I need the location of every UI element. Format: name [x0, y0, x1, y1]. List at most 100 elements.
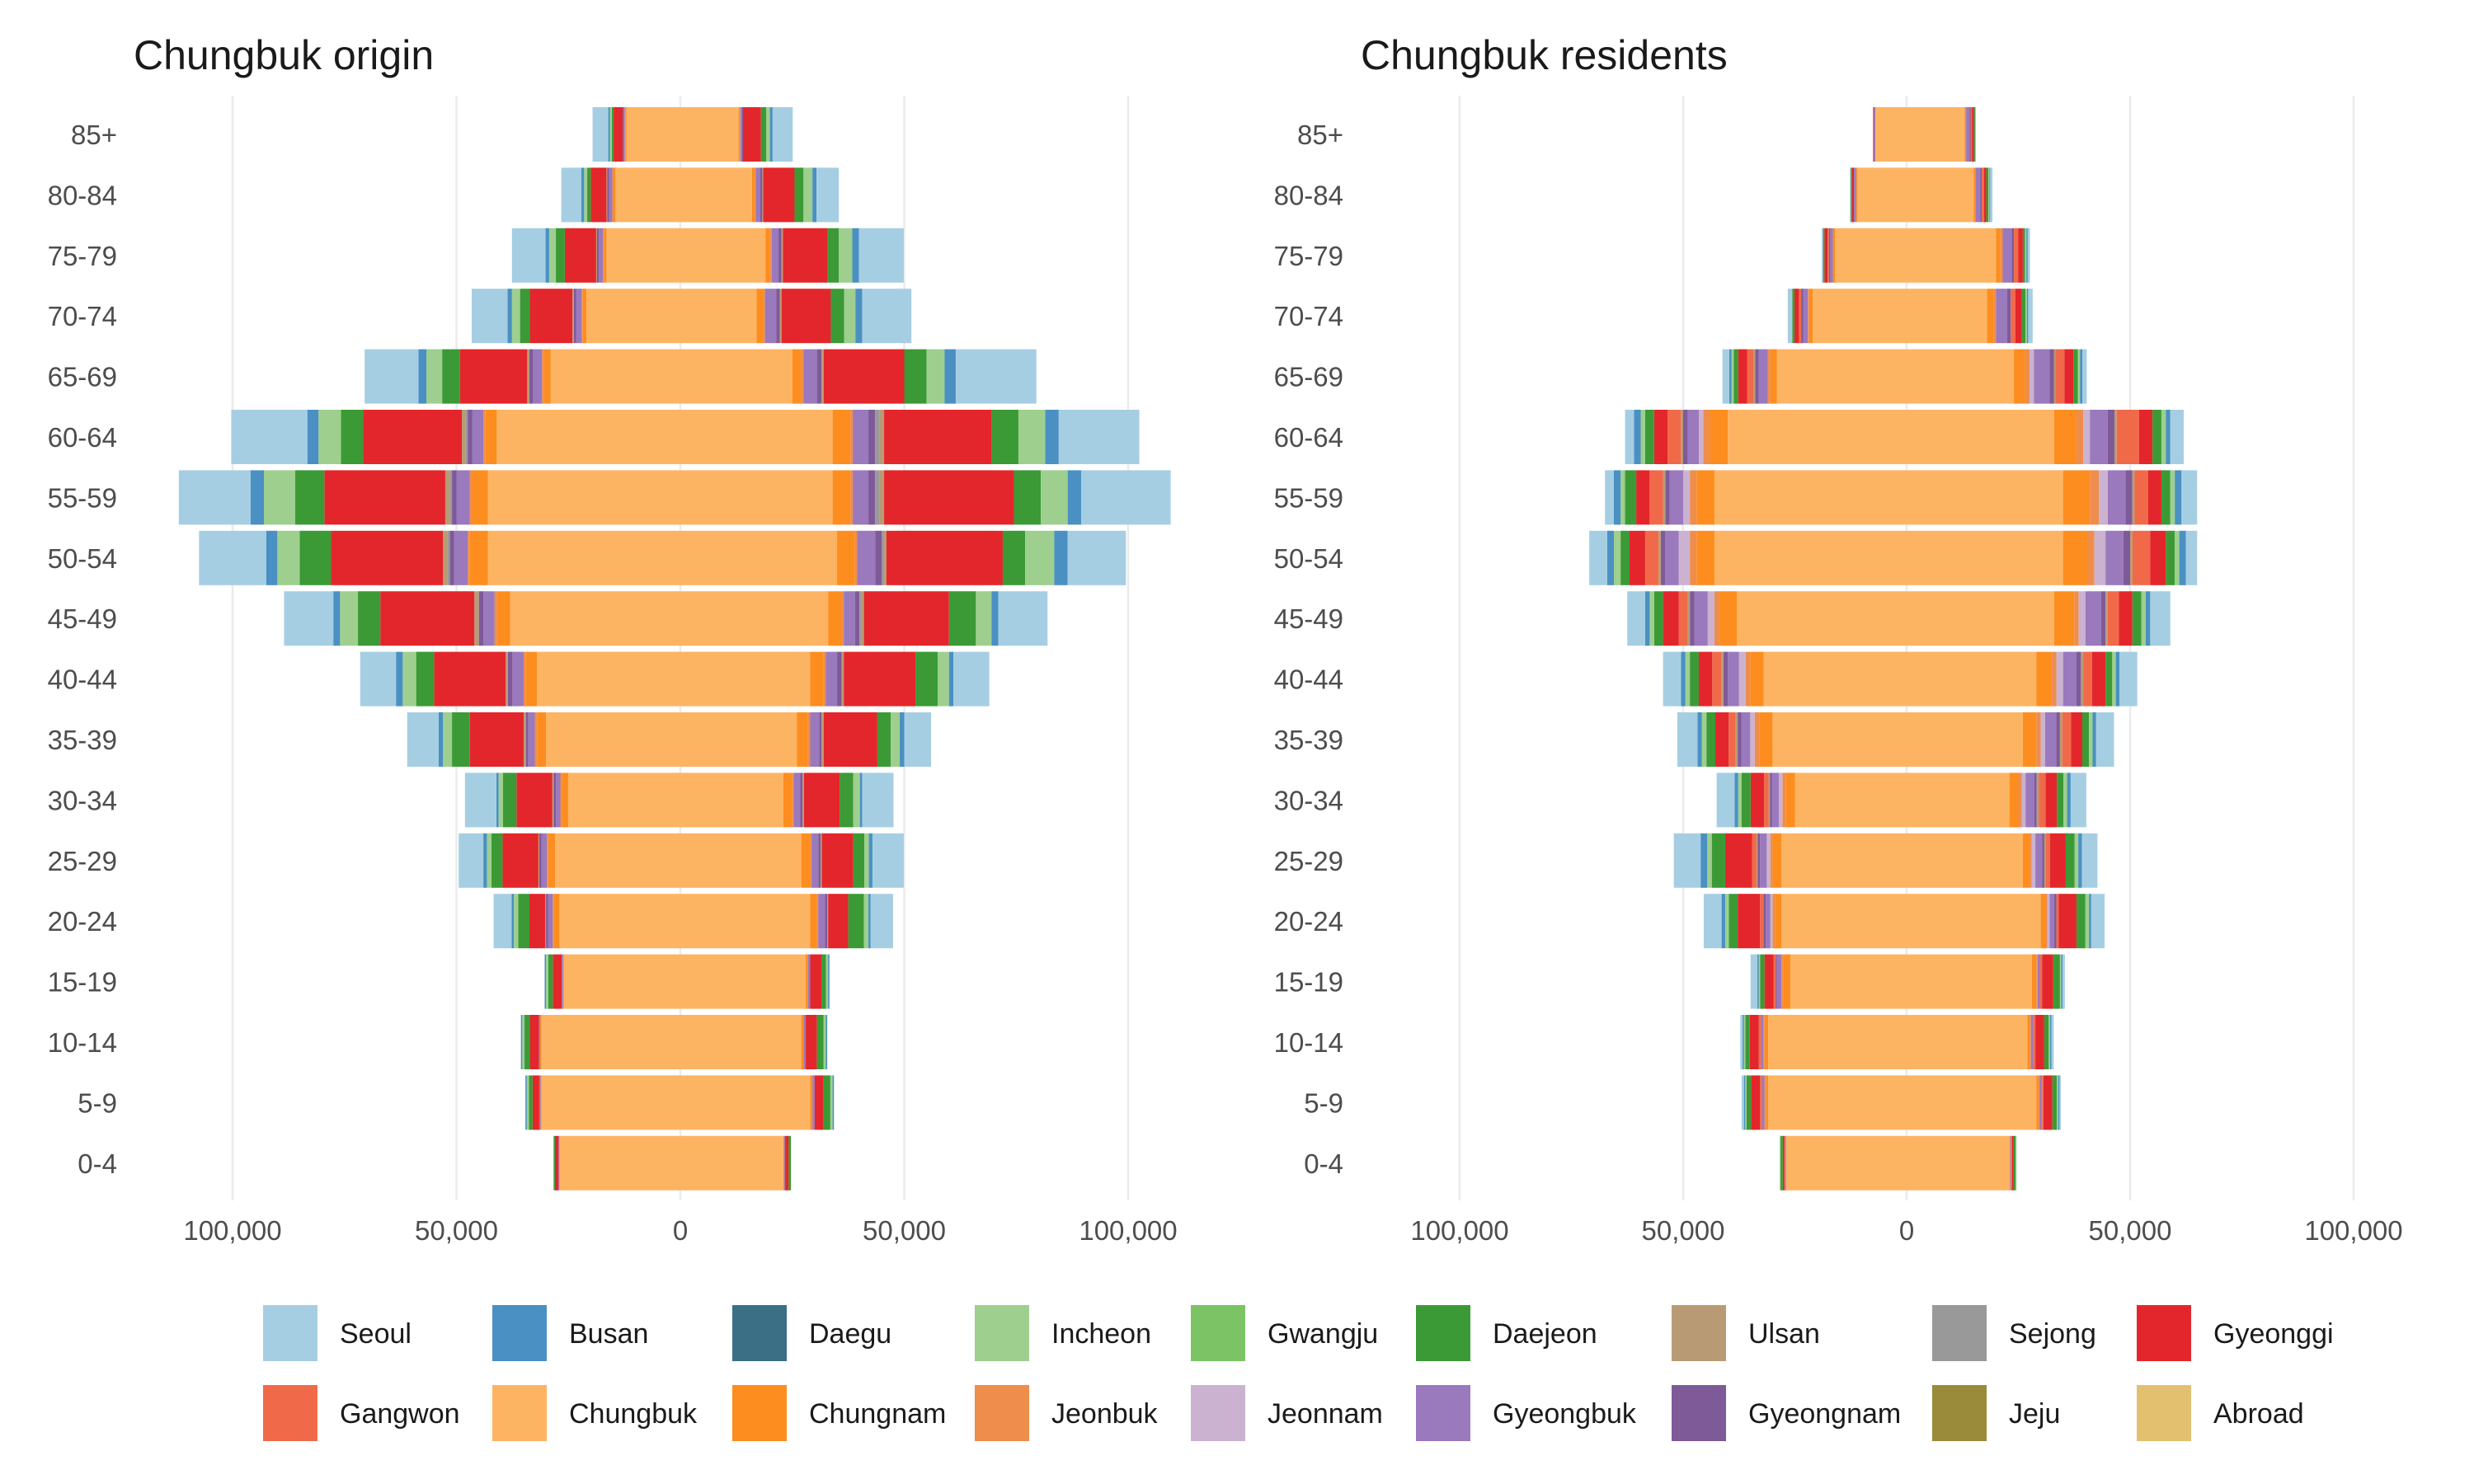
bar-segment-left-15-19-daejeon: [1760, 954, 1765, 1009]
age-label-5-9: 5-9: [78, 1087, 117, 1118]
bar-segment-right-20-24-gyeongbuk: [818, 894, 825, 949]
bar-segment-right-60-64-incheon: [1018, 410, 1046, 464]
bar-segment-left-15-19-gyeongnam: [1776, 954, 1777, 1009]
bar-segment-left-30-34-gyeonggi: [1750, 773, 1765, 828]
bar-segment-left-55-59-gyeongnam: [1665, 470, 1670, 525]
bar-segment-right-10-14-daejeon: [816, 1015, 824, 1069]
age-label-10-14: 10-14: [48, 1027, 117, 1058]
bar-segment-left-20-24-jeonbuk: [553, 894, 554, 949]
bar-segment-right-30-34-ulsan: [802, 773, 804, 828]
bar-segment-right-60-64-chungnam: [832, 410, 851, 464]
bar-segment-right-45-49-chungnam: [828, 591, 842, 646]
bar-segment-right-50-54-seoul: [2185, 530, 2198, 585]
bar-segment-right-25-29-jeonbuk: [2030, 833, 2032, 888]
bar-segment-right-50-54-sejong: [882, 530, 885, 585]
bar-segment-right-45-49-gyeonggi: [2119, 591, 2133, 646]
bar-segment-left-30-34-gyeonggi: [516, 773, 553, 828]
bar-segment-right-30-34-jeonbuk: [2018, 773, 2022, 828]
bar-segment-left-25-29-jeonbuk: [1770, 833, 1773, 888]
bar-segment-right-35-39-incheon: [891, 712, 901, 767]
bar-segment-right-20-24-jeonbuk: [816, 894, 819, 949]
bar-segment-right-65-69-gyeongnam: [2049, 349, 2054, 404]
bar-segment-right-25-29-jeonbuk: [810, 833, 812, 888]
bar-segment-left-70-74-chungnam: [1808, 289, 1813, 344]
bar-segment-right-0-4-gyeonggi: [2011, 1135, 2014, 1190]
bar-segment-left-50-54-ulsan: [1658, 530, 1661, 585]
bar-segment-left-45-49-chungnam: [496, 591, 510, 646]
bar-segment-left-70-74-chungbuk: [1813, 289, 1907, 344]
bar-segment-right-25-29-gyeonggi: [821, 833, 854, 888]
bar-segment-left-60-64-chungbuk: [1728, 410, 1907, 464]
bar-segment-left-10-14-chungbuk: [541, 1015, 680, 1069]
bar-segment-right-40-44-chungbuk: [680, 651, 811, 707]
bar-segment-right-10-14-chungbuk: [680, 1015, 802, 1069]
bar-segment-right-20-24-daejeon: [2076, 894, 2086, 949]
bar-segment-left-25-29-incheon: [1707, 833, 1712, 888]
bar-segment-right-0-4-chungbuk: [1907, 1135, 2010, 1190]
bar-segment-right-60-64-gyeonggi: [884, 410, 992, 464]
bar-segment-left-55-59-daejeon: [295, 470, 325, 525]
age-label-55-59: 55-59: [48, 482, 117, 513]
bar-segment-right-75-79-chungbuk: [680, 228, 766, 283]
bar-segment-right-20-24-gyeongnam: [2053, 894, 2057, 949]
bar-segment-right-35-39-jeonbuk: [2036, 712, 2041, 767]
bar-segment-left-55-59-ulsan: [1663, 470, 1666, 525]
bar-segment-right-25-29-jeonnam: [2031, 833, 2036, 888]
bar-segment-left-60-64-jeonbuk: [483, 410, 486, 464]
bar-segment-right-15-19-gyeongbuk: [807, 954, 811, 1009]
bar-segment-left-0-4-daejeon: [1780, 1135, 1783, 1190]
bar-segment-left-5-9-incheon: [1745, 1075, 1747, 1130]
bar-segment-right-55-59-chungbuk: [1907, 470, 2063, 525]
bar-segment-right-75-79-incheon: [839, 228, 853, 283]
age-label-25-29: 25-29: [48, 846, 117, 876]
bar-segment-right-15-19-gyeonggi: [2042, 954, 2053, 1009]
bar-segment-right-75-79-gyeongbuk: [2002, 228, 2012, 283]
bar-segment-right-85-jeonbuk: [740, 107, 741, 162]
bar-segment-right-65-69-chungnam: [792, 349, 802, 404]
bar-segment-right-25-29-gyeongnam: [2042, 833, 2044, 888]
bar-segment-right-55-59-chungnam: [832, 470, 851, 525]
bar-segment-right-50-54-gyeongnam: [875, 530, 882, 585]
bar-segment-left-25-29-gyeongbuk: [1760, 833, 1767, 888]
bar-segment-right-35-39-chungnam: [2022, 712, 2037, 767]
bar-segment-left-15-19-gyeonggi: [553, 954, 562, 1009]
bar-segment-right-80-84-gyeonggi: [1983, 167, 1987, 223]
bar-segment-left-25-29-seoul: [459, 833, 484, 888]
bar-segment-right-70-74-jeonbuk: [763, 289, 765, 344]
bar-segment-right-35-39-seoul: [904, 712, 932, 767]
bar-segment-left-35-39-gangwon: [1729, 712, 1736, 767]
bar-segment-left-80-84-jeonbuk: [612, 167, 614, 223]
age-label-10-14: 10-14: [1274, 1027, 1343, 1058]
x-tick-label-3: 50,000: [863, 1215, 946, 1246]
legend-label-jeonnam: Jeonnam: [1268, 1398, 1383, 1430]
bar-segment-left-20-24-daejeon: [518, 894, 530, 949]
bar-segment-left-70-74-daejeon: [1792, 289, 1794, 344]
bar-segment-right-55-59-incheon: [1041, 470, 1068, 525]
legend-swatch-gyeonggi: [2137, 1305, 2191, 1361]
bar-segment-right-40-44-busan: [948, 651, 954, 707]
bar-segment-right-35-39-gyeongbuk: [2045, 712, 2057, 767]
bar-segment-right-25-29-ulsan: [820, 833, 822, 888]
bar-segment-left-65-69-gyeongnam: [529, 349, 534, 404]
bar-segment-left-20-24-busan: [511, 894, 515, 949]
bar-segment-left-70-74-gangwon: [1799, 289, 1802, 344]
bar-segment-right-45-49-gyeongbuk: [2085, 591, 2101, 646]
bar-segment-right-20-24-jeonnam: [2047, 894, 2050, 949]
bar-segment-right-80-84-busan: [1989, 167, 1991, 223]
age-label-45-49: 45-49: [48, 603, 117, 634]
bar-segment-left-55-59-jeonbuk: [1690, 470, 1697, 525]
bar-segment-left-55-59-jeonbuk: [469, 470, 473, 525]
panel-chungbuk-origin: Chungbuk origin 85+ 80-84 75-79 70-74 65-69 6…: [48, 32, 1178, 1246]
bar-segment-right-60-64-ulsan: [879, 410, 885, 464]
bar-segment-left-75-79-chungnam: [1832, 228, 1836, 283]
panel-chungbuk-residents: Chungbuk residents 85+ 80-84 75-79 70-74 65-…: [1274, 32, 2403, 1246]
age-label-20-24: 20-24: [1274, 906, 1343, 937]
bar-segment-left-15-19-gyeongbuk: [1776, 954, 1782, 1009]
bar-segment-right-50-54-chungbuk: [1907, 530, 2063, 585]
bar-segment-left-25-29-chungnam: [548, 833, 555, 888]
x-tick-label-1: 50,000: [1642, 1215, 1725, 1246]
age-label-5-9: 5-9: [1304, 1087, 1343, 1118]
bar-segment-left-10-14-busan: [520, 1015, 523, 1069]
bar-segment-left-65-69-gangwon: [1747, 349, 1754, 404]
